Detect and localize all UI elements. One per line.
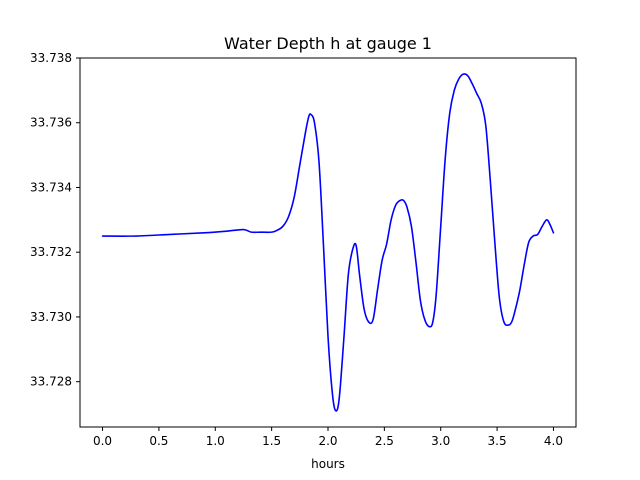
x-axis-label: hours <box>311 457 345 471</box>
x-tick-label: 1.5 <box>262 434 281 448</box>
y-tick-label: 33.738 <box>30 51 72 65</box>
y-tick-label: 33.732 <box>30 245 72 259</box>
x-tick-label: 1.0 <box>206 434 225 448</box>
plot-area <box>101 73 555 412</box>
x-tick-label: 0.0 <box>93 434 112 448</box>
series-line <box>101 73 555 412</box>
x-tick-label: 4.0 <box>544 434 563 448</box>
y-tick-label: 33.730 <box>30 310 72 324</box>
y-tick-label: 33.736 <box>30 116 72 130</box>
x-tick-label: 3.0 <box>431 434 450 448</box>
x-axis-ticks: 0.0 0.5 1.0 1.5 2.0 2.5 3.0 3.5 4.0 <box>93 427 563 448</box>
y-axis-ticks: 33.728 33.730 33.732 33.734 33.736 33.738 <box>30 51 80 389</box>
x-tick-label: 2.5 <box>375 434 394 448</box>
x-tick-label: 2.0 <box>318 434 337 448</box>
chart-title: Water Depth h at gauge 1 <box>224 34 432 53</box>
x-tick-label: 0.5 <box>149 434 168 448</box>
y-tick-label: 33.728 <box>30 375 72 389</box>
y-tick-label: 33.734 <box>30 180 72 194</box>
x-tick-label: 3.5 <box>488 434 507 448</box>
